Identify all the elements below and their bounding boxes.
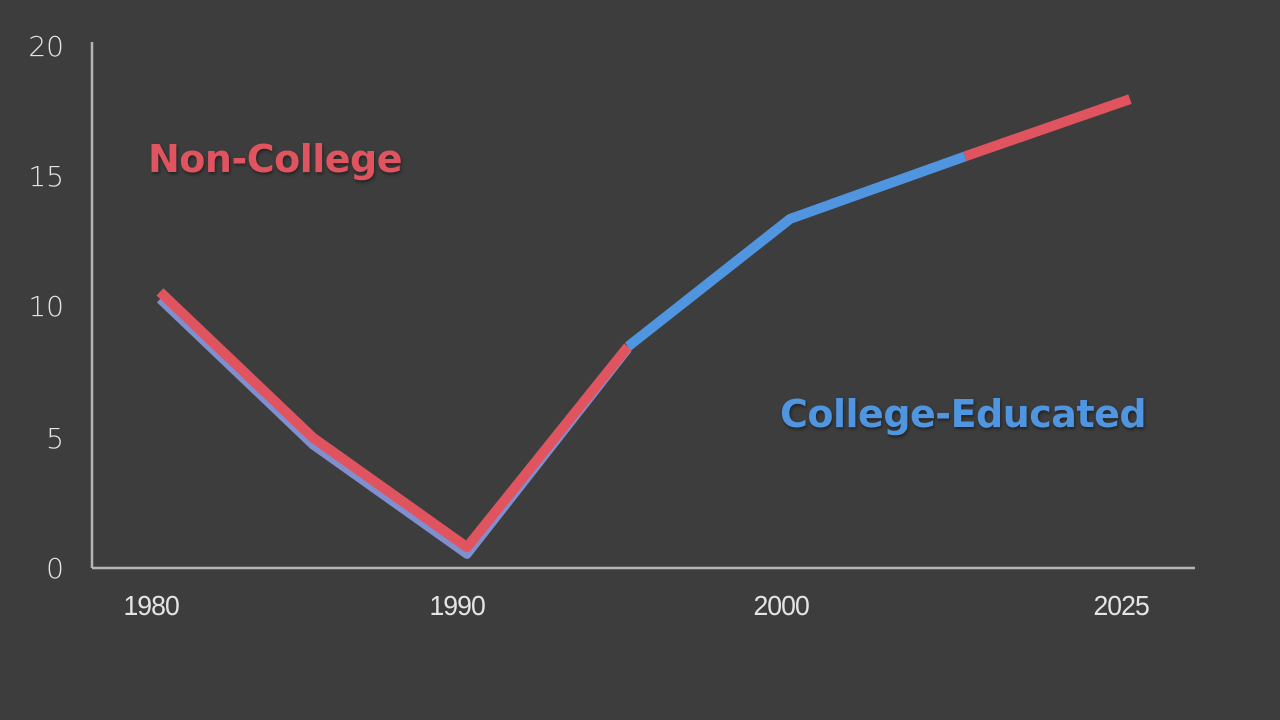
non-college-label: Non-College bbox=[148, 137, 403, 181]
x-tick-1980: 1980 bbox=[123, 590, 179, 621]
x-tick-2025: 2025 bbox=[1093, 590, 1149, 621]
x-tick-2000: 2000 bbox=[753, 590, 809, 621]
y-tick-0: 0 bbox=[46, 552, 64, 585]
college-educated-label: College-Educated bbox=[780, 392, 1147, 436]
y-tick-5: 5 bbox=[46, 422, 64, 455]
y-tick-10: 10 bbox=[28, 290, 64, 323]
non-college-line-segment-1 bbox=[156, 288, 632, 553]
series-lines bbox=[156, 94, 1132, 559]
x-tick-1990: 1990 bbox=[429, 590, 485, 621]
non-college-line-segment-2 bbox=[963, 94, 1132, 162]
college-line-segment bbox=[624, 151, 967, 351]
y-tick-20: 20 bbox=[28, 30, 64, 63]
y-tick-15: 15 bbox=[28, 160, 64, 193]
